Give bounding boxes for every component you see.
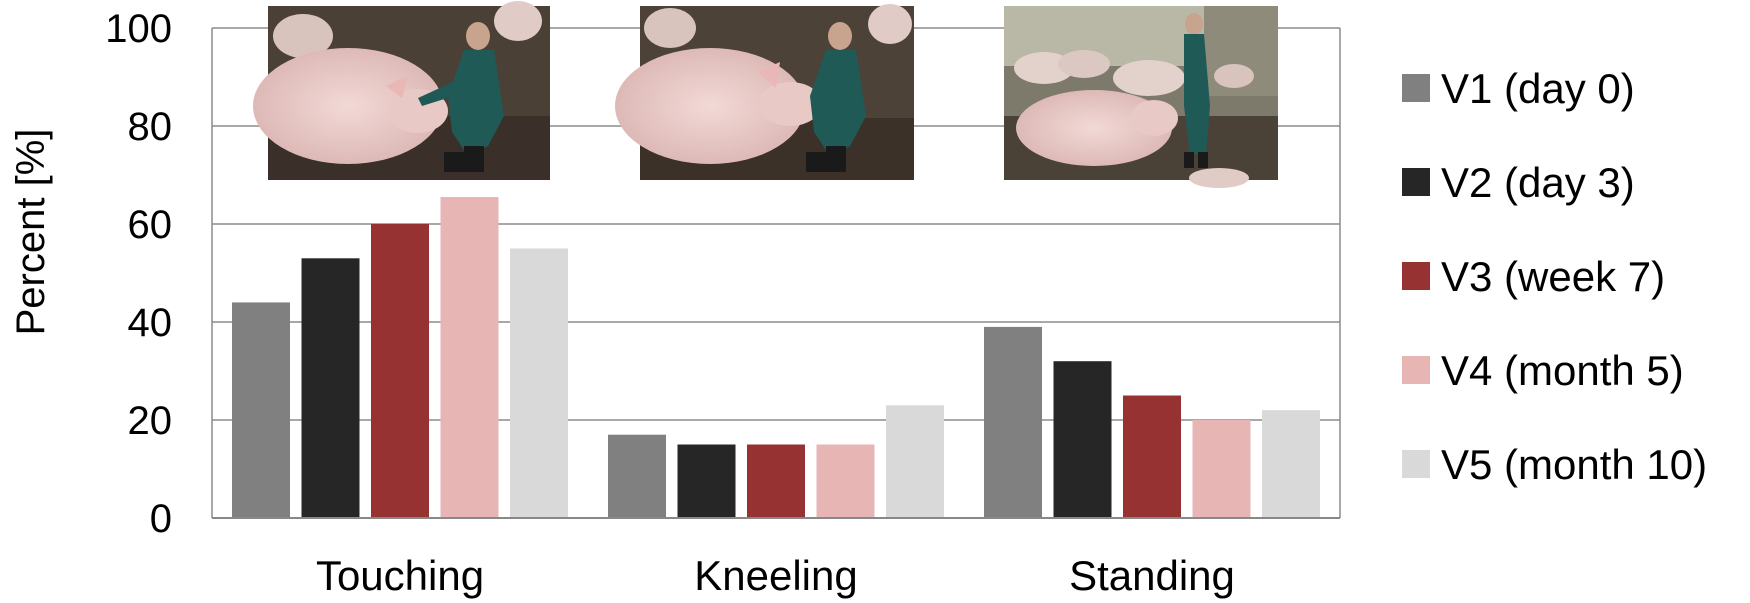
bar-kneeling-2 (677, 444, 736, 518)
photos (253, 1, 1278, 188)
bar-kneeling-4 (816, 444, 875, 518)
legend-swatch (1402, 74, 1430, 102)
bar-standing-5 (1262, 410, 1320, 518)
woman-standing-near-pigs-photo (1004, 6, 1278, 188)
y-tick-label: 20 (128, 399, 173, 443)
legend-label: V5 (month 10) (1441, 441, 1707, 488)
bar-touching-5 (510, 248, 568, 518)
y-tick-label: 100 (105, 7, 172, 51)
y-tick-labels: 0 20 40 60 80 100 (105, 7, 172, 541)
x-tick-labels: Touching Kneeling Standing (316, 552, 1235, 599)
bar-kneeling-1 (608, 434, 666, 518)
x-tick-label: Touching (316, 552, 484, 599)
legend-swatch (1402, 262, 1430, 290)
legend-label: V3 (week 7) (1441, 253, 1665, 300)
bar-touching-1 (232, 302, 290, 518)
bar-kneeling-5 (886, 405, 944, 518)
y-tick-label: 0 (150, 497, 172, 541)
legend-label: V1 (day 0) (1441, 65, 1635, 112)
legend-label: V2 (day 3) (1441, 159, 1635, 206)
y-tick-label: 40 (128, 301, 173, 345)
legend-swatch (1402, 450, 1430, 478)
bar-touching-2 (301, 258, 360, 518)
bar-standing-2 (1053, 361, 1112, 518)
legend: V1 (day 0) V2 (day 3) V3 (week 7) V4 (month… (1402, 65, 1707, 488)
bar-standing-4 (1192, 420, 1251, 518)
y-tick-label: 80 (128, 105, 173, 149)
woman-touching-pig-photo (253, 1, 550, 180)
bar-touching-4 (440, 197, 499, 519)
legend-label: V4 (month 5) (1441, 347, 1684, 394)
legend-swatch (1402, 356, 1430, 384)
x-tick-label: Standing (1069, 552, 1235, 599)
bar-touching-3 (371, 224, 429, 518)
x-tick-label: Kneeling (694, 552, 857, 599)
bars (232, 197, 1320, 519)
legend-swatch (1402, 168, 1430, 196)
y-axis-label: Percent [%] (9, 129, 53, 336)
y-tick-label: 60 (128, 203, 173, 247)
bar-standing-1 (984, 326, 1042, 518)
woman-kneeling-near-pig-photo (615, 4, 914, 180)
bar-standing-3 (1123, 395, 1181, 518)
bar-kneeling-3 (747, 444, 805, 518)
